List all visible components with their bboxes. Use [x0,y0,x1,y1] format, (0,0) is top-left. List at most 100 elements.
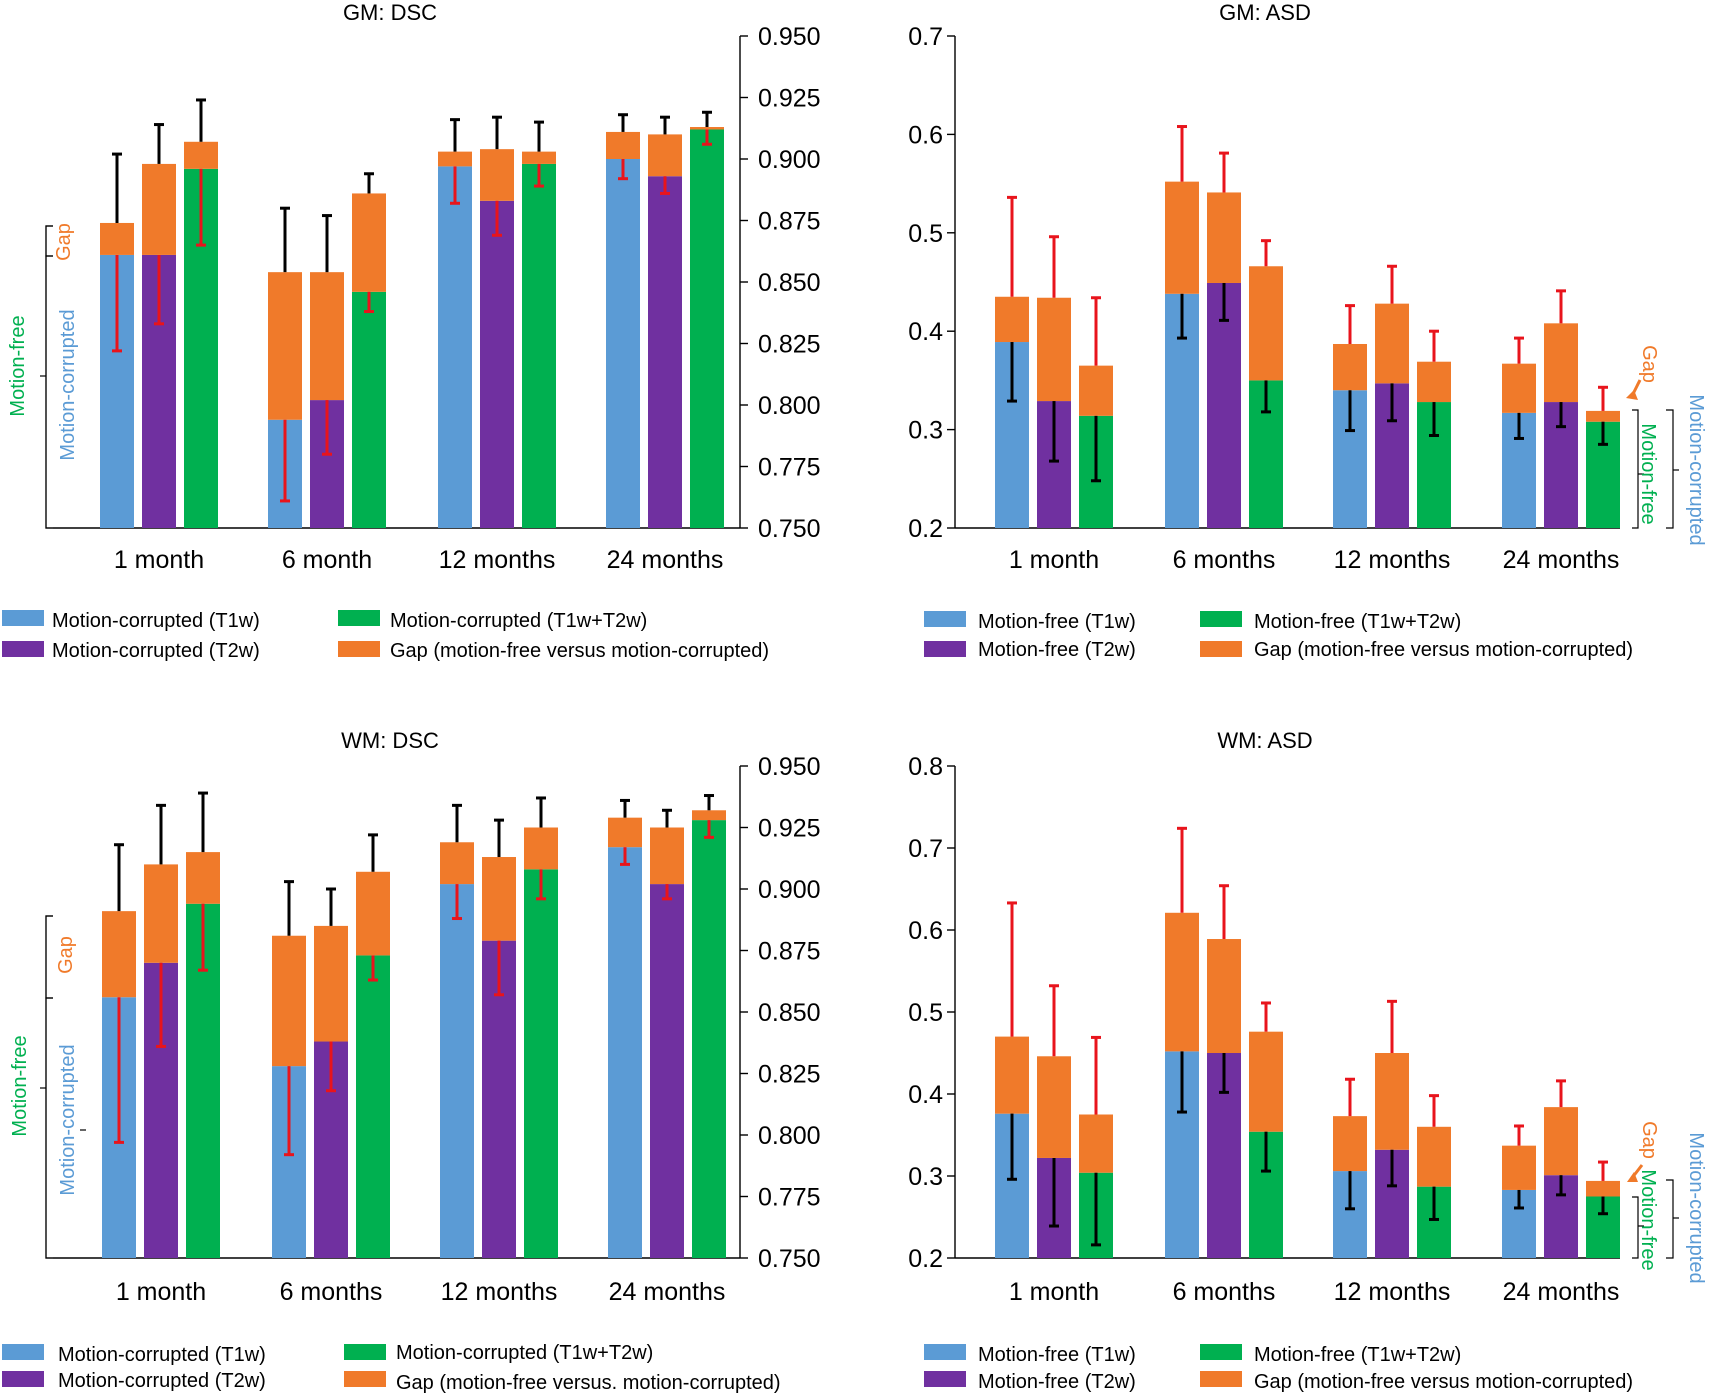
gap-arrow-head-icon [1626,390,1638,400]
x-category-label: 6 months [280,1278,383,1306]
bar-gap [1207,939,1241,1053]
bar-combo [690,129,724,529]
free-bracket [45,225,53,529]
bar-t2w [648,176,682,528]
y-tick-label: 0.7 [908,835,943,863]
plot-area: 0.950 0.925 0.900 0.875 0.850 0.825 0.800 0.775… [53,23,821,574]
bar-gap [1165,181,1199,294]
bar-gap [1249,266,1283,381]
x-category-label: 1 month [1009,1278,1099,1306]
legend-label: Motion-corrupted (T2w) [52,640,260,662]
legend-swatch-t2w [924,1371,966,1387]
panel-gm-asd: GM: ASD 0.7 0.6 0.5 0.4 0.3 0.2 1 month 6 month… [908,0,1707,661]
side-label-motion-free: Motion-free [7,315,29,416]
bar-gap [480,149,514,201]
bar-gap [1502,1145,1536,1190]
legend-label: Motion-free (T1w) [978,611,1136,633]
bar-t2w [1207,282,1241,528]
bar-gap [268,272,302,420]
bar-gap [995,1036,1029,1114]
bar-gap [272,935,306,1067]
side-annotation: Gap Motion-free Motion-corrupted [7,223,79,529]
x-category-label: 12 months [439,546,556,574]
side-label-motion-free: Motion-free [1637,423,1659,524]
x-category-label: 6 months [1173,1278,1276,1306]
y-tick-label: 0.3 [908,1163,943,1191]
bar-gap [1502,363,1536,413]
bar-gap [1375,303,1409,384]
bar-gap [144,864,178,963]
bar-gap [1417,361,1451,403]
legend: Motion-free (T1w) Motion-free (T2w) Moti… [924,611,1633,661]
legend-label: Gap (motion-free versus. motion-corrupte… [396,1372,781,1394]
bar-gap [1037,297,1071,402]
y-tick-label: 0.7 [908,23,943,51]
y-tick-label: 0.800 [758,1122,821,1150]
bar-gap [522,151,556,164]
corrupted-bracket [45,255,53,529]
y-tick-label: 0.900 [758,876,821,904]
bar-gap [1544,323,1578,403]
legend-label: Motion-corrupted (T1w) [58,1344,266,1366]
bar-gap [648,134,682,177]
free-bracket [45,915,53,1259]
legend-label: Motion-corrupted (T1w+T2w) [396,1342,653,1364]
motion-corrupted-bracket [1666,1179,1674,1259]
legend-swatch-gap [344,1371,386,1387]
legend-swatch-t2w [2,641,44,657]
x-category-label: 1 month [1009,546,1099,574]
x-category-label: 24 months [1503,546,1620,574]
y-tick-label: 0.6 [908,917,943,945]
y-tick-label: 0.775 [758,454,821,482]
gap-bracket [45,915,53,999]
bar-t1w [438,166,472,528]
bar-gap [1207,192,1241,283]
panel-wm-dsc: WM: DSC 0.9500.9250.9000.8750.8500.8250.… [2,728,821,1394]
legend: Motion-free (T1w) Motion-free (T2w) Moti… [924,1344,1633,1393]
bar-gap [1165,912,1199,1052]
bar-t2w [480,200,514,528]
legend-label: Gap (motion-free versus motion-corrupted… [1254,639,1633,661]
y-tick-label: 0.5 [908,999,943,1027]
legend-swatch-t2w [924,641,966,657]
y-tick-label: 0.8 [908,753,943,781]
x-category-label: 1 month [116,1278,206,1306]
y-tick-label: 0.925 [758,815,821,843]
x-category-label: 6 months [1173,546,1276,574]
bar-gap [184,141,218,169]
bar-t1w [608,847,642,1258]
side-label-gap: Gap [1638,1121,1660,1159]
bar-gap [606,131,640,159]
bar-gap [440,842,474,885]
legend-swatch-gap [1200,1371,1242,1387]
side-annotation: Gap Motion-free Motion-corrupted [1627,1121,1707,1284]
bar-gap [186,852,220,904]
x-category-label: 24 months [1503,1278,1620,1306]
y-tick-label: 0.800 [758,392,821,420]
legend-swatch-t1w [2,610,44,626]
bar-gap [690,127,724,130]
x-category-label: 12 months [1334,546,1451,574]
bar-gap [438,151,472,167]
bar-gap [310,272,344,401]
side-label-motion-free: Motion-free [9,1035,31,1136]
bar-gap [1079,365,1113,416]
y-tick-label: 0.875 [758,938,821,966]
chart-title: GM: DSC [343,0,437,25]
side-label-gap: Gap [55,936,77,974]
y-tick-label: 0.875 [758,208,821,236]
bar-combo [524,869,558,1258]
bar-gap [1375,1053,1409,1150]
gap-bracket [45,225,53,257]
side-label-motion-corrupted: Motion-corrupted [1685,394,1707,545]
side-label-gap: Gap [1638,345,1660,383]
side-label-motion-corrupted: Motion-corrupted [57,309,79,460]
x-category-label: 24 months [607,546,724,574]
bar-gap [1079,1114,1113,1173]
y-tick-label: 0.925 [758,85,821,113]
bar-combo [522,163,556,529]
legend-label: Motion-corrupted (T2w) [58,1370,266,1392]
chart-title: GM: ASD [1219,0,1311,25]
side-label-motion-free: Motion-free [1637,1169,1659,1270]
bar-gap [1333,343,1367,391]
